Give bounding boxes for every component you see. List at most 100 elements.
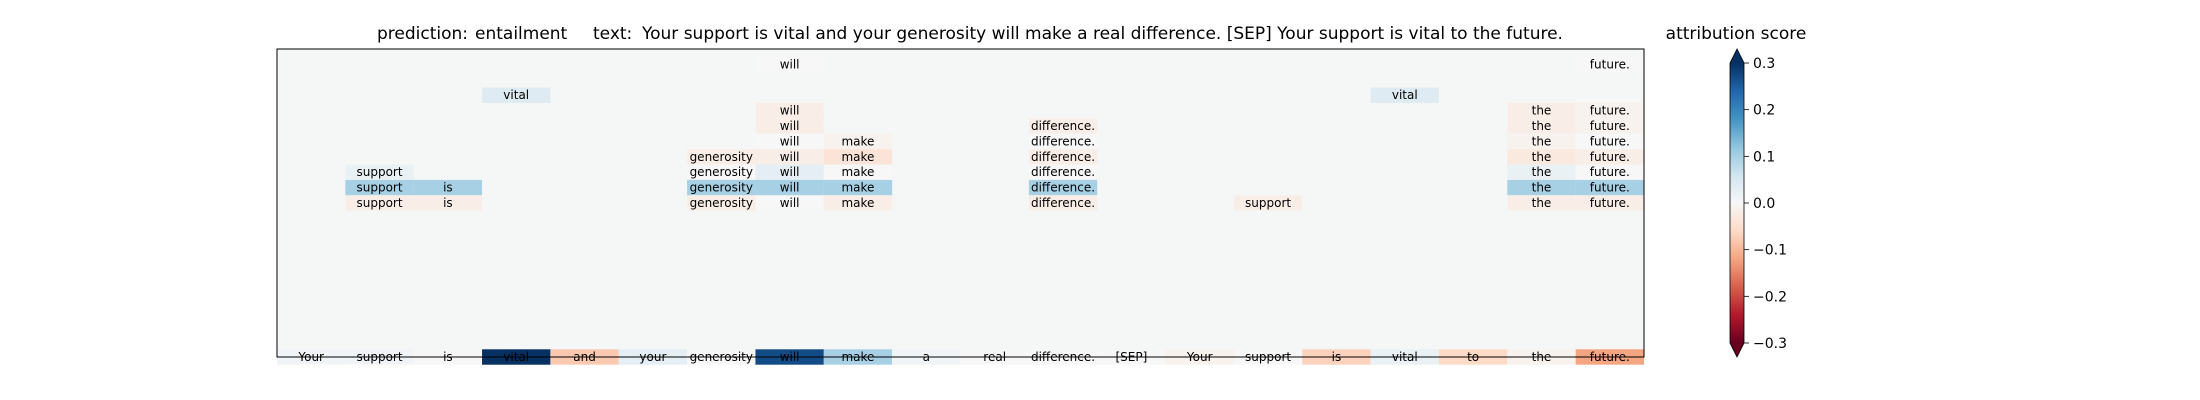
- colorbar-tick-label: 0.2: [1753, 103, 1775, 119]
- title-prediction-value: entailment: [475, 24, 568, 44]
- heatmap-cell: [687, 149, 756, 165]
- heatmap-cell-label: future.: [1590, 134, 1630, 148]
- heatmap-cell: [1575, 102, 1644, 119]
- heatmap-cell: [1028, 195, 1098, 211]
- heatmap-cell-label: make: [841, 150, 874, 164]
- heatmap-cells: will future. vital vital will the future. will d…: [277, 56, 1644, 365]
- heatmap-cell: [413, 195, 483, 211]
- heatmap-cell-label: the: [1532, 119, 1552, 133]
- heatmap-cell: [1507, 149, 1576, 165]
- heatmap-cell-label: make: [841, 165, 874, 179]
- heatmap-cell: [1575, 118, 1644, 134]
- heatmap-cell: [1370, 87, 1439, 103]
- heatmap-cell: [1028, 149, 1098, 165]
- heatmap-cell-label: difference.: [1031, 165, 1095, 179]
- heatmap-cell-label: will: [780, 57, 800, 71]
- heatmap-cell-label: future.: [1590, 181, 1630, 195]
- heatmap-cell: [1575, 133, 1644, 150]
- title-prediction-label: prediction:: [377, 24, 468, 44]
- heatmap-cell: [1507, 195, 1576, 211]
- heatmap-cell-label: support: [356, 165, 402, 179]
- heatmap-cell: [482, 87, 551, 103]
- heatmap-cell-label: the: [1532, 134, 1552, 148]
- heatmap-cell: [345, 179, 414, 196]
- heatmap-cell: [823, 179, 893, 196]
- heatmap-cell: [1575, 149, 1644, 165]
- heatmap-cell-label: will: [780, 165, 800, 179]
- heatmap-cell: [1575, 56, 1644, 73]
- heatmap-cell-label: the: [1532, 196, 1552, 210]
- heatmap-cell-label: future.: [1590, 119, 1630, 133]
- heatmap-cell-label: make: [841, 134, 874, 148]
- heatmap-cell: [1233, 195, 1303, 211]
- colorbar-tick-label: −0.3: [1753, 336, 1787, 352]
- heatmap-cell: [345, 164, 414, 180]
- heatmap-frame: [276, 48, 1645, 358]
- heatmap-cell-label: the: [1532, 104, 1552, 118]
- heatmap-cell: [687, 164, 756, 180]
- heatmap-cell: [823, 149, 893, 165]
- heatmap-cell-label: make: [841, 196, 874, 210]
- heatmap-cell-label: the: [1532, 181, 1552, 195]
- heatmap-cell-label: support: [356, 196, 402, 210]
- heatmap-cell-label: is: [443, 181, 453, 195]
- heatmap-cell-label: difference.: [1031, 134, 1095, 148]
- colorbar: attribution score 0.3 0.2 0.1 0.0 −0.1 −0.2 −0…: [1666, 24, 1807, 358]
- colorbar-tick-label: 0.3: [1753, 56, 1775, 72]
- heatmap-cell: [1028, 118, 1098, 134]
- heatmap-cell-label: generosity: [690, 165, 753, 179]
- heatmap-cell: [755, 56, 824, 73]
- colorbar-ticks: 0.3 0.2 0.1 0.0 −0.1 −0.2 −0.3: [1744, 56, 1787, 352]
- heatmap-cell: [755, 102, 824, 119]
- heatmap-cell: [1507, 133, 1576, 150]
- heatmap-cell: [1575, 164, 1644, 180]
- heatmap-cell: [755, 179, 824, 196]
- heatmap-cell: [755, 118, 824, 134]
- heatmap-plot-area: will future. vital vital will the future. will d…: [276, 48, 1645, 365]
- colorbar-gradient: [1730, 63, 1744, 343]
- heatmap-cell-label: will: [780, 119, 800, 133]
- colorbar-tick-label: 0.1: [1753, 149, 1775, 165]
- heatmap-cell-label: will: [780, 150, 800, 164]
- heatmap-cell-label: will: [780, 181, 800, 195]
- heatmap-cell-label: will: [780, 196, 800, 210]
- heatmap-cell-label: future.: [1590, 196, 1630, 210]
- heatmap-cell-label: support: [356, 181, 402, 195]
- heatmap-cell-label: generosity: [690, 150, 753, 164]
- title-text-label: text:: [593, 24, 632, 44]
- heatmap-cell-label: difference.: [1031, 181, 1095, 195]
- heatmap-cell-label: the: [1532, 165, 1552, 179]
- colorbar-extend-max: [1730, 49, 1744, 63]
- heatmap-cell: [345, 195, 414, 211]
- heatmap-cell-label: future.: [1590, 150, 1630, 164]
- heatmap-cell: [755, 195, 824, 211]
- heatmap-cell: [413, 179, 483, 196]
- heatmap-cell-label: vital: [1392, 88, 1418, 102]
- heatmap-cell-label: difference.: [1031, 119, 1095, 133]
- heatmap-cell-label: will: [780, 134, 800, 148]
- heatmap-cell: [1507, 102, 1576, 119]
- colorbar-tick-label: 0.0: [1753, 196, 1775, 212]
- heatmap-cell: [755, 149, 824, 165]
- heatmap-cell-label: generosity: [690, 196, 753, 210]
- heatmap-cell: [687, 179, 756, 196]
- heatmap-cell-label: difference.: [1031, 196, 1095, 210]
- heatmap-cell: [823, 195, 893, 211]
- heatmap-cell-label: is: [443, 196, 453, 210]
- colorbar-tick-label: −0.2: [1753, 289, 1787, 305]
- heatmap-cell: [1028, 179, 1098, 196]
- heatmap-cell: [1028, 164, 1098, 180]
- heatmap-cell-label: make: [841, 181, 874, 195]
- heatmap-cell-label: future.: [1590, 104, 1630, 118]
- heatmap-cell-label: difference.: [1031, 150, 1095, 164]
- heatmap-cell: [1575, 179, 1644, 196]
- heatmap-cell: [823, 133, 893, 150]
- title-text-value: Your support is vital and your generosit…: [641, 24, 1563, 44]
- heatmap-cell-label: future.: [1590, 57, 1630, 71]
- colorbar-tick-label: −0.1: [1753, 243, 1787, 259]
- heatmap-cell: [755, 133, 824, 150]
- heatmap-cell: [823, 164, 893, 180]
- colorbar-title: attribution score: [1666, 24, 1807, 44]
- heatmap-cell-label: future.: [1590, 165, 1630, 179]
